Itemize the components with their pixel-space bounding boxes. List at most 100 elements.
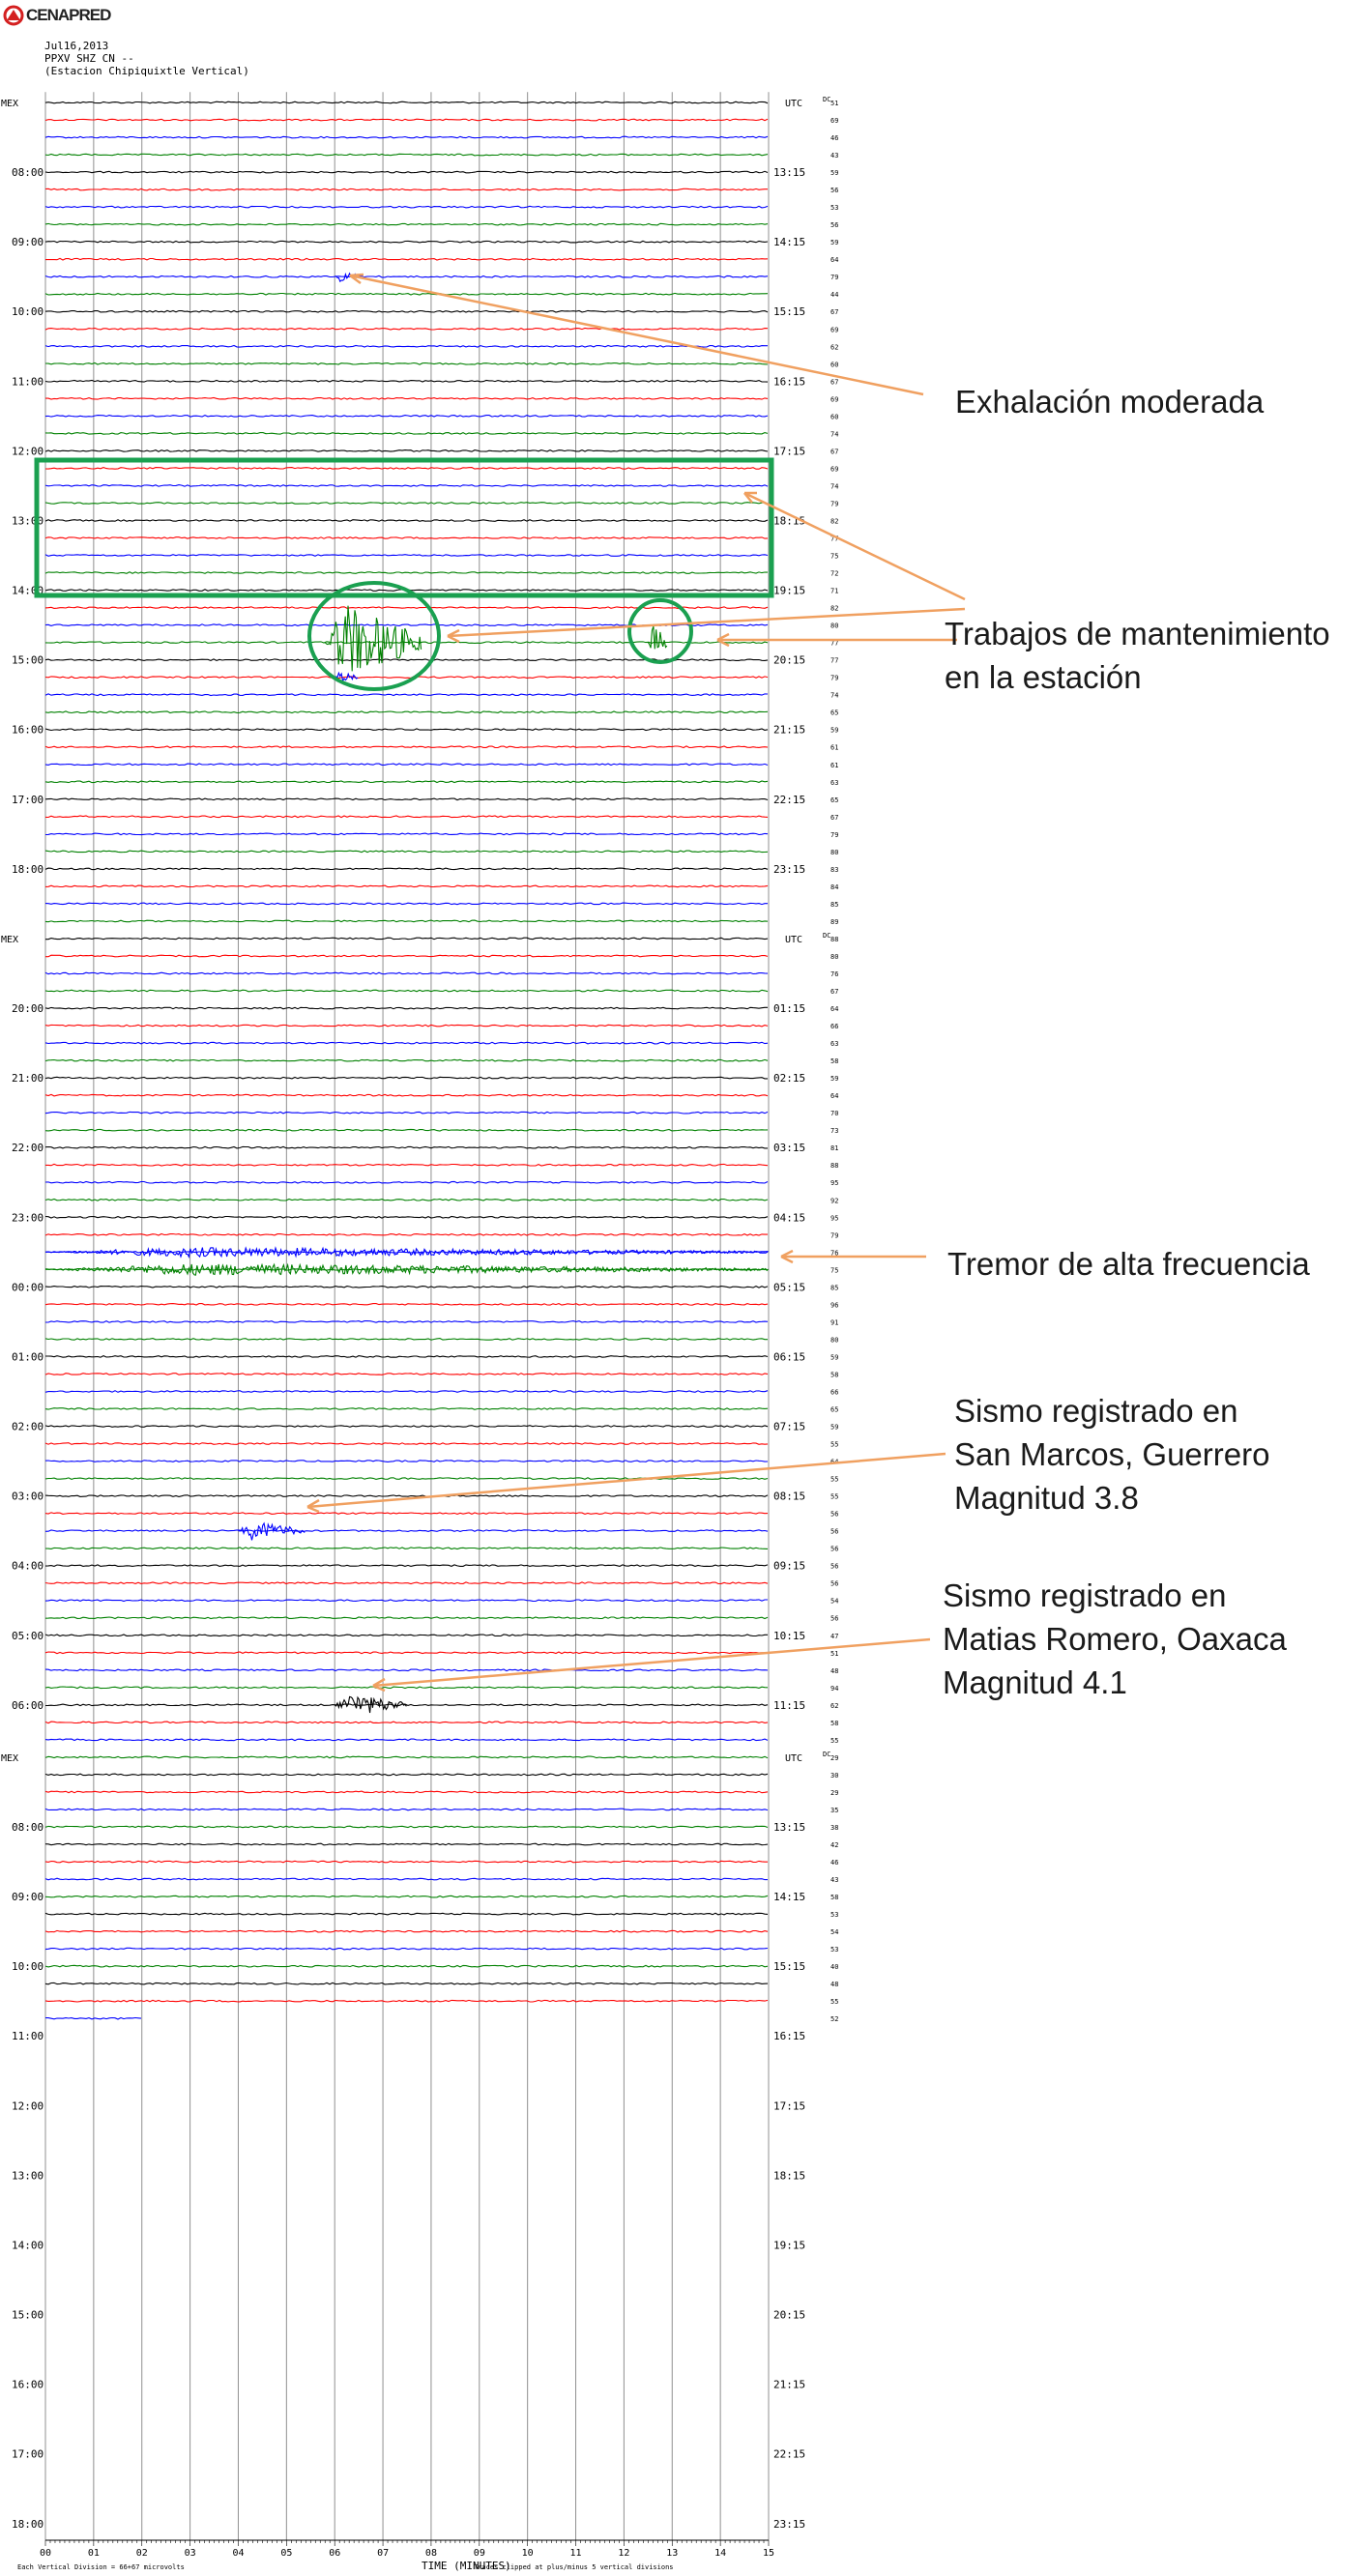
dc-value: 38 <box>830 1824 838 1832</box>
trace-row <box>44 1111 769 1114</box>
dc-value: 29 <box>830 1789 838 1797</box>
trace-row <box>44 815 769 819</box>
left-hour-label: 06:00 <box>12 1699 44 1712</box>
timezone-left-label: MEX <box>1 935 18 945</box>
trace-row <box>44 1198 769 1201</box>
dc-value: 77 <box>830 640 838 648</box>
trace-row <box>44 1842 769 1846</box>
dc-value: 67 <box>830 814 838 822</box>
dc-value: 56 <box>830 1528 838 1536</box>
dc-value: 58 <box>830 1894 838 1901</box>
trace-row <box>44 1668 769 1672</box>
dc-value: 35 <box>830 1807 838 1814</box>
annotation-mantenimiento: Trabajos de mantenimiento en la estación <box>945 616 1330 695</box>
cenapred-logo-text: CENAPRED <box>26 6 111 24</box>
trace-row <box>44 641 769 645</box>
trace-row <box>44 1425 769 1428</box>
trace-row <box>44 275 769 278</box>
trace-row <box>44 362 769 365</box>
right-hour-label: 04:15 <box>773 1211 805 1224</box>
arrowhead-matias-romero <box>372 1677 386 1693</box>
trace-row <box>44 1232 768 1236</box>
trace-row <box>44 1755 769 1759</box>
dc-value: 54 <box>830 1598 838 1606</box>
trace-row <box>44 1215 769 1219</box>
dc-value: 30 <box>830 1772 838 1780</box>
left-hour-label: 16:00 <box>12 724 44 737</box>
dc-value: 46 <box>830 134 838 142</box>
left-hour-label: 09:00 <box>12 1891 44 1903</box>
arrow-exhalacion <box>349 274 924 396</box>
footer-right: Traces clipped at plus/minus 5 vertical … <box>474 2563 674 2571</box>
dc-value: 29 <box>830 1754 838 1762</box>
trace-row <box>44 170 769 174</box>
dc-value: 69 <box>830 117 838 125</box>
left-hour-label: 10:00 <box>12 305 44 318</box>
dc-label: DC <box>823 1751 830 1758</box>
dc-value: 44 <box>830 291 838 299</box>
dc-value: 92 <box>830 1197 838 1204</box>
trace-row <box>44 1006 768 1010</box>
right-hour-label: 03:15 <box>773 1142 805 1154</box>
dc-value: 62 <box>830 343 838 351</box>
trace-row <box>44 414 769 418</box>
dc-value: 63 <box>830 779 838 787</box>
timezone-right-label: UTC <box>785 935 802 945</box>
x-axis-label: TIME (MINUTES) <box>422 2560 511 2572</box>
dc-value: 48 <box>830 1667 838 1675</box>
trace-row <box>44 292 769 296</box>
trace-row <box>45 1163 769 1167</box>
annotation-overlays <box>34 273 966 1693</box>
left-hour-label: 20:00 <box>12 1002 44 1015</box>
right-hour-label: 21:15 <box>773 2379 805 2391</box>
arrow-san-marcos <box>306 1452 946 1509</box>
trace-row <box>44 1180 769 1184</box>
timezone-left-label: MEX <box>1 1753 18 1764</box>
dc-value: 79 <box>830 274 838 281</box>
footer-left: Each Vertical Division = 66+67 microvolt… <box>17 2563 185 2571</box>
trace-row <box>44 222 769 226</box>
dc-value: 66 <box>830 1023 838 1030</box>
trace-row <box>44 1024 769 1028</box>
x-tick-label: 08 <box>425 2548 437 2559</box>
dc-value: 85 <box>830 1284 838 1291</box>
trace-row <box>44 1373 769 1375</box>
dc-label: DC <box>823 932 830 940</box>
arrow-ellipse-large <box>447 607 966 638</box>
trace-row <box>44 1616 769 1620</box>
trace-row <box>44 554 769 557</box>
left-hour-label: 17:00 <box>12 2448 44 2461</box>
dc-value: 63 <box>830 1040 838 1048</box>
dc-value: 52 <box>830 2015 838 2023</box>
trace-row <box>44 763 769 767</box>
dc-value: 59 <box>830 1075 838 1083</box>
dc-value: 85 <box>830 901 838 909</box>
dc-value: 61 <box>830 762 838 769</box>
trace-row <box>45 954 769 958</box>
dc-value: 55 <box>830 1476 838 1484</box>
dc-value: 56 <box>830 187 838 194</box>
trace-row <box>44 431 769 435</box>
trace-row <box>44 1947 769 1951</box>
trace-row <box>44 884 769 888</box>
dc-value: 79 <box>830 1231 838 1239</box>
dc-value: 59 <box>830 727 838 735</box>
dc-value: 80 <box>830 849 838 856</box>
trace-row <box>44 1877 768 1881</box>
trace-row <box>44 606 769 609</box>
header-channel: PPXV SHZ CN -- <box>44 52 134 65</box>
dc-value: 80 <box>830 953 838 961</box>
left-hour-label: 12:00 <box>12 2099 44 2112</box>
dc-value: 60 <box>830 361 838 368</box>
dc-value: 77 <box>830 535 838 543</box>
maintenance-ellipse-large <box>307 581 441 691</box>
seismic-event <box>334 1695 407 1714</box>
left-hour-label: 21:00 <box>12 1072 44 1085</box>
right-hour-label: 07:15 <box>773 1421 805 1433</box>
trace-row <box>44 1738 769 1742</box>
right-hour-label: 11:15 <box>773 1699 805 1712</box>
dc-value: 80 <box>830 622 838 630</box>
arrow-matias-romero <box>372 1637 931 1688</box>
cenapred-logo: CENAPRED <box>3 3 111 28</box>
trace-row <box>44 989 769 993</box>
